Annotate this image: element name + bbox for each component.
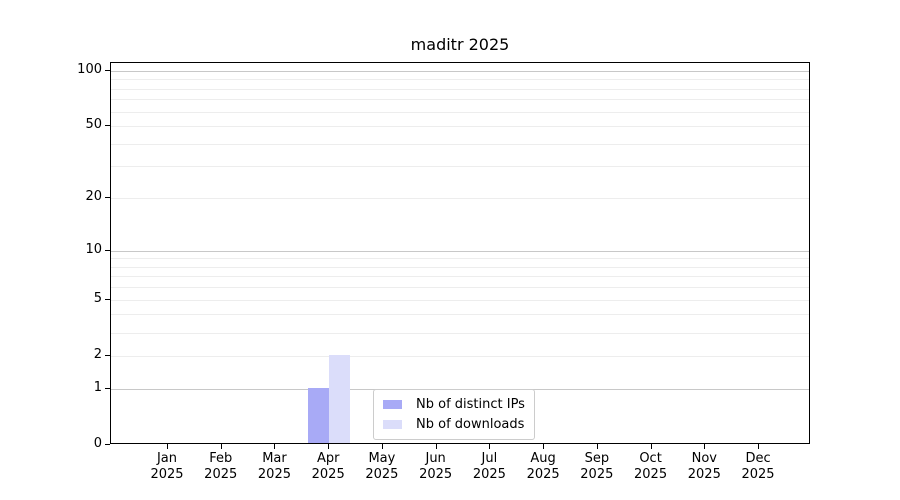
x-tick-label: Aug 2025 xyxy=(526,451,560,482)
major-gridline xyxy=(111,70,809,72)
x-tick-mark xyxy=(489,444,491,449)
minor-gridline xyxy=(111,299,809,301)
legend-label-downloads: Nb of downloads xyxy=(416,417,525,432)
y-tick-label: 100 xyxy=(77,61,102,77)
y-tick-label: 2 xyxy=(93,346,102,362)
minor-gridline xyxy=(111,198,809,200)
x-tick-mark xyxy=(596,444,598,449)
x-tick-mark xyxy=(543,444,545,449)
x-tick-label: Nov 2025 xyxy=(687,451,721,482)
major-gridline xyxy=(111,250,809,252)
x-tick-label: Jan 2025 xyxy=(150,451,184,482)
minor-gridline xyxy=(111,88,809,90)
x-tick-mark xyxy=(220,444,222,449)
minor-gridline xyxy=(111,166,809,168)
minor-gridline xyxy=(111,266,809,268)
chart-title: maditr 2025 xyxy=(410,35,510,54)
x-tick-mark xyxy=(650,444,652,449)
y-tick-mark xyxy=(105,69,110,71)
minor-gridline xyxy=(111,99,809,101)
plot-area xyxy=(110,62,810,444)
minor-gridline xyxy=(111,258,809,260)
minor-gridline xyxy=(111,355,809,357)
y-tick-mark xyxy=(105,249,110,251)
y-tick-mark xyxy=(105,354,110,356)
minor-gridline xyxy=(111,276,809,278)
y-tick-label: 20 xyxy=(85,189,102,205)
minor-gridline xyxy=(111,143,809,145)
x-tick-label: Jul 2025 xyxy=(472,451,506,482)
x-tick-label: Dec 2025 xyxy=(741,451,775,482)
x-tick-label: Feb 2025 xyxy=(204,451,238,482)
legend-item-distinct-ips: Nb of distinct IPs xyxy=(383,395,525,414)
y-tick-mark xyxy=(105,125,110,127)
minor-gridline xyxy=(111,332,809,334)
y-tick-mark xyxy=(105,387,110,389)
minor-gridline xyxy=(111,79,809,81)
x-tick-mark xyxy=(328,444,330,449)
x-tick-label: Jun 2025 xyxy=(419,451,453,482)
legend: Nb of distinct IPs Nb of downloads xyxy=(373,389,535,440)
y-tick-mark xyxy=(105,197,110,199)
y-tick-label: 50 xyxy=(85,117,102,133)
x-tick-label: Mar 2025 xyxy=(257,451,291,482)
x-tick-label: Sep 2025 xyxy=(580,451,614,482)
minor-gridline xyxy=(111,287,809,289)
x-tick-label: May 2025 xyxy=(365,451,399,482)
minor-gridline xyxy=(111,314,809,316)
minor-gridline xyxy=(111,111,809,113)
legend-swatch-distinct-ips-icon xyxy=(383,400,402,409)
minor-gridline xyxy=(111,126,809,128)
x-tick-mark xyxy=(435,444,437,449)
y-tick-mark xyxy=(105,444,110,445)
x-tick-mark xyxy=(167,444,168,449)
bar-nb-of-distinct-ips-apr xyxy=(308,387,330,443)
legend-item-downloads: Nb of downloads xyxy=(383,415,525,434)
y-tick-label: 10 xyxy=(85,241,102,257)
x-tick-mark xyxy=(758,444,760,449)
bar-nb-of-downloads-apr xyxy=(329,354,351,443)
x-tick-mark xyxy=(274,444,276,449)
y-tick-mark xyxy=(105,298,110,300)
y-tick-label: 1 xyxy=(93,379,102,395)
x-tick-mark xyxy=(704,444,706,449)
x-tick-label: Oct 2025 xyxy=(634,451,668,482)
x-tick-mark xyxy=(381,444,383,449)
x-tick-label: Apr 2025 xyxy=(311,451,345,482)
legend-label-distinct-ips: Nb of distinct IPs xyxy=(416,397,525,412)
legend-swatch-downloads-icon xyxy=(383,420,402,429)
y-tick-label: 0 xyxy=(93,436,102,451)
y-tick-label: 5 xyxy=(93,290,102,306)
